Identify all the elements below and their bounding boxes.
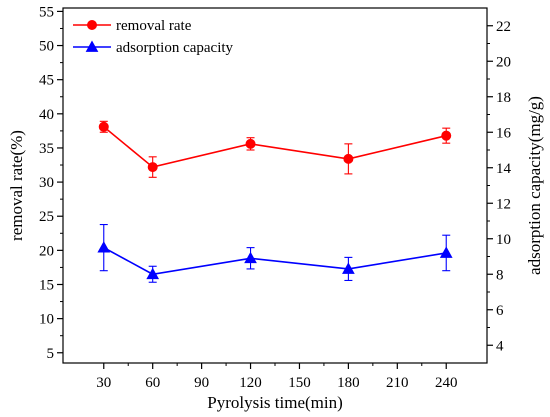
y-right-tick-label: 10 [496,232,511,248]
y-axis-title-right: adsorption capacity(mg/g) [525,96,544,275]
y-right-tick-label: 22 [496,19,511,35]
data-point-marker [439,246,453,258]
y-right-tick-label: 12 [496,196,511,212]
y-left-tick-label: 40 [39,107,54,123]
y-axis-title-left: removal rate(%) [7,130,26,241]
series-line [103,246,447,276]
y-left-tick-label: 10 [39,312,54,328]
series-adsorption-capacity [97,224,453,283]
y-left-tick-label: 25 [39,209,54,225]
plot-frame [62,7,488,364]
y-left-tick-label: 15 [39,277,54,293]
legend-label: removal rate [116,18,192,34]
data-point-marker [244,251,257,264]
data-point-marker [441,130,452,141]
x-tick-label: 180 [337,375,360,391]
y-right-tick-label: 8 [496,267,504,283]
y-right-tick-label: 14 [496,161,512,177]
x-tick-label: 120 [239,375,262,391]
y-left-tick-label: 20 [39,243,54,259]
data-point-marker [87,20,97,30]
series-removal-rate [98,120,452,178]
x-tick-label: 150 [288,375,311,391]
data-point-marker [85,40,99,52]
y-right-tick-label: 20 [496,54,511,70]
y-right-tick-label: 18 [496,90,511,106]
legend: removal rate adsorption capacity [73,18,234,56]
y-left-tick-label: 50 [39,39,54,55]
data-point-marker [245,138,256,149]
y-right-tick-label: 6 [496,303,504,319]
x-tick-label: 30 [96,375,111,391]
x-tick-label: 90 [194,375,209,391]
series-line [103,126,447,168]
data-point-marker [146,267,160,280]
data-point-marker [342,262,355,274]
y-left-tick-label: 30 [39,175,54,191]
y-left-tick-label: 55 [39,4,54,20]
y-left-tick-label: 35 [39,141,54,157]
y-right-tick-label: 16 [496,125,512,141]
x-tick-label: 60 [145,375,160,391]
data-point-marker [98,121,109,132]
x-axis-title: Pyrolysis time(min) [207,393,343,412]
y-left-tick-label: 45 [39,73,54,89]
data-point-marker [343,153,354,164]
y-left-tick-label: 5 [47,346,55,362]
data-point-marker [97,241,111,253]
legend-label: adsorption capacity [116,40,234,56]
data-point-marker [147,162,158,173]
y-right-tick-label: 4 [496,338,504,354]
x-tick-label: 210 [386,375,409,391]
x-tick-label: 240 [435,375,458,391]
